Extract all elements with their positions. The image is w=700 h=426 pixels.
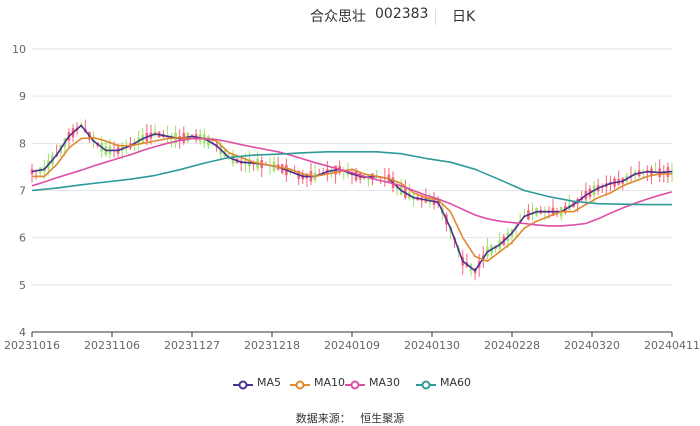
series-line-ma30 — [31, 137, 673, 227]
series-line-ma60 — [31, 151, 672, 206]
source-label: 数据来源： — [295, 412, 351, 425]
period-label: 日K — [452, 9, 476, 25]
y-tick-label: 7 — [19, 185, 26, 198]
grid-lines — [32, 48, 672, 286]
header-divider — [435, 9, 436, 25]
legend-icon-ma30 — [345, 380, 365, 390]
x-tick-label: 20231127 — [164, 339, 220, 352]
series-line-ma10 — [32, 136, 672, 263]
legend-label-ma5[interactable]: MA5 — [257, 376, 282, 389]
source-value: 恒生聚源 — [360, 412, 405, 425]
stock-name: 合众思壮 — [310, 9, 366, 25]
x-tick-label: 20240320 — [564, 339, 620, 352]
x-tick-label: 20240228 — [484, 339, 540, 352]
legend-icon-ma5 — [233, 380, 253, 390]
legend-label-ma30[interactable]: MA30 — [369, 376, 401, 389]
y-tick-label: 8 — [19, 137, 26, 150]
legend: MA5 MA10 MA30 MA60 — [0, 376, 700, 394]
y-tick-label: 5 — [19, 279, 26, 292]
legend-icon-ma10 — [290, 380, 310, 390]
legend-label-ma10[interactable]: MA10 — [314, 376, 346, 389]
axes: 4 5 6 7 8 9 10 20231016 20231106 20231127 20231218… — [4, 43, 700, 352]
y-tick-label: 9 — [19, 90, 26, 103]
series-line-ma5 — [31, 124, 673, 272]
y-tick-label: 10 — [12, 43, 26, 56]
candle-body — [30, 169, 34, 175]
data-source: 数据来源： 恒生聚源 — [0, 410, 700, 426]
chart-header: 合众思壮 002383 日K — [0, 6, 700, 28]
y-tick-label: 6 — [19, 232, 26, 245]
x-tick-label: 20240411 — [644, 339, 700, 352]
x-tick-label: 20240130 — [404, 339, 460, 352]
x-tick-label: 20231016 — [4, 339, 60, 352]
moving-averages — [31, 124, 673, 272]
legend-label-ma60[interactable]: MA60 — [440, 376, 472, 389]
stock-code: 002383 — [375, 6, 429, 22]
legend-icon-ma60 — [416, 380, 436, 390]
x-tick-label: 20231218 — [244, 339, 300, 352]
x-tick-label: 20240109 — [324, 339, 380, 352]
y-tick-label: 4 — [19, 326, 26, 339]
x-tick-label: 20231106 — [84, 339, 140, 352]
